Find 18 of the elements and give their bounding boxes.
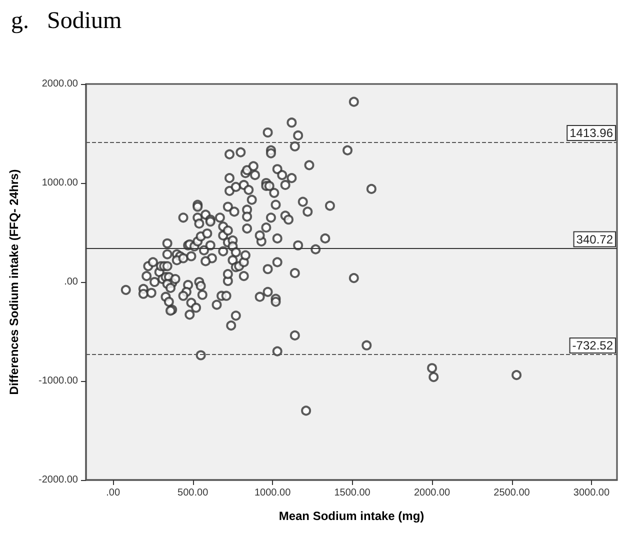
chart-title: g. Sodium (11, 8, 122, 34)
x-axis-title: Mean Sodium intake (mg) (278, 509, 424, 523)
y-axis-title: Differences Sodium intake (FFQ- 24hrs) (7, 169, 21, 395)
x-tick-label: 500.00 (178, 488, 209, 498)
y-tick-label: -1000.00 (38, 376, 78, 386)
x-tick-label: 2500.00 (494, 488, 530, 498)
x-tick-label: 1500.00 (334, 488, 371, 498)
x-tick-label: .00 (106, 488, 120, 498)
y-tick-label: 2000.00 (42, 78, 78, 90)
ref-line-label: -732.52 (572, 338, 614, 353)
y-tick-label: 1000.00 (42, 178, 78, 188)
x-tick-label: 3000.00 (573, 488, 610, 498)
ref-line-label: 340.72 (576, 232, 614, 246)
x-tick-label: 1000.00 (254, 488, 292, 498)
x-tick-label: 2000.00 (414, 488, 451, 498)
ref-line-label: 1413.96 (570, 126, 614, 140)
y-tick-label: -2000.00 (38, 474, 78, 486)
y-tick-label: .00 (64, 276, 78, 288)
